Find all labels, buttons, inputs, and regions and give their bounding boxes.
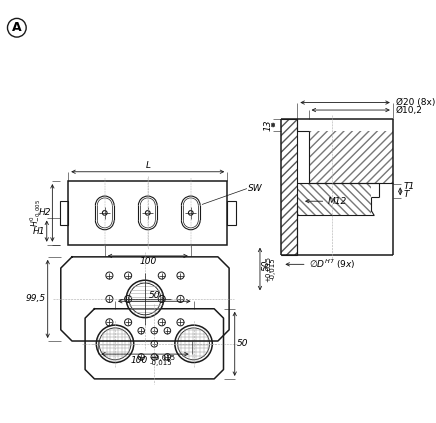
Text: 50: 50 bbox=[149, 291, 160, 300]
Text: $H^0_{-0,005}$: $H^0_{-0,005}$ bbox=[28, 199, 43, 227]
Bar bbox=[60, 201, 68, 225]
Text: L: L bbox=[145, 161, 150, 170]
Text: +0,015: +0,015 bbox=[266, 256, 272, 282]
Text: T: T bbox=[404, 190, 409, 199]
Text: SW: SW bbox=[248, 184, 262, 193]
Text: H2: H2 bbox=[38, 209, 51, 217]
Bar bbox=[227, 201, 235, 225]
Bar bbox=[297, 182, 371, 215]
Text: 100: 100 bbox=[139, 257, 157, 266]
Text: -0,015: -0,015 bbox=[150, 360, 172, 366]
Text: 50: 50 bbox=[262, 260, 271, 271]
Text: -0,015: -0,015 bbox=[269, 258, 275, 280]
Bar bbox=[280, 119, 297, 255]
Bar bbox=[309, 131, 393, 182]
Text: 100: 100 bbox=[131, 356, 148, 365]
Text: 13: 13 bbox=[263, 119, 272, 131]
Text: Ø20 (8x): Ø20 (8x) bbox=[395, 98, 435, 107]
Text: H1: H1 bbox=[32, 227, 45, 236]
Text: A: A bbox=[12, 21, 22, 34]
Text: T1: T1 bbox=[404, 182, 415, 191]
Text: Ø10,2: Ø10,2 bbox=[395, 105, 422, 115]
Text: 99,5: 99,5 bbox=[26, 294, 46, 303]
Bar bbox=[68, 181, 227, 244]
Text: M12: M12 bbox=[327, 197, 347, 206]
Text: $\varnothing D^{H7}$ $(9x)$: $\varnothing D^{H7}$ $(9x)$ bbox=[309, 258, 355, 271]
Text: +0,015: +0,015 bbox=[150, 355, 176, 361]
Text: 50: 50 bbox=[237, 339, 248, 348]
